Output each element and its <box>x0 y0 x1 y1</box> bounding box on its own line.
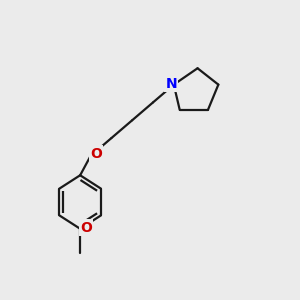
Text: O: O <box>90 147 102 160</box>
Text: N: N <box>166 77 177 91</box>
Text: O: O <box>80 220 92 235</box>
